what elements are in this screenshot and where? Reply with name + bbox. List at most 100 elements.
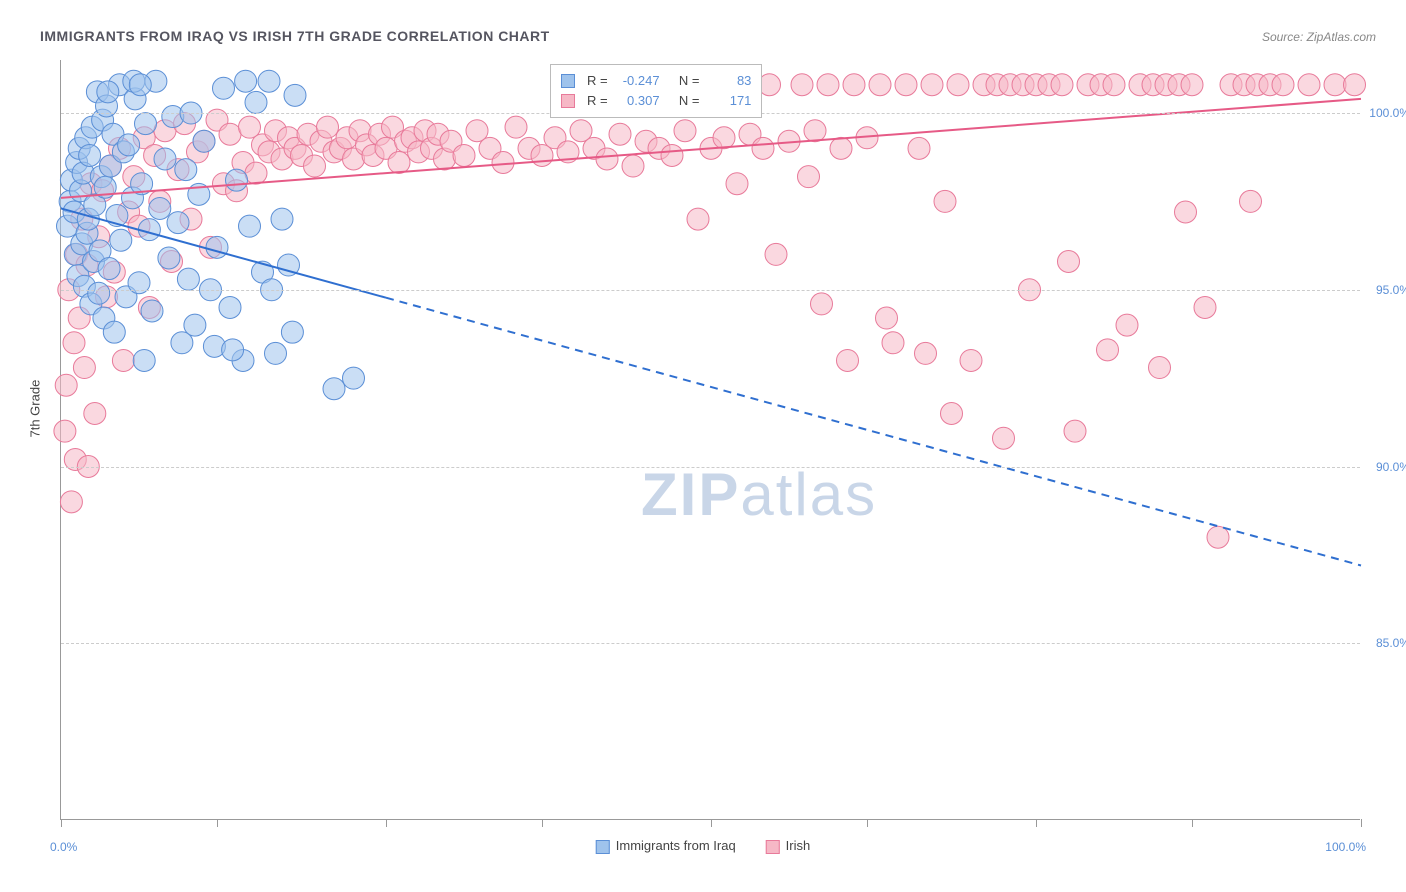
- scatter-point: [1240, 190, 1262, 212]
- x-tick: [1036, 819, 1037, 827]
- scatter-point: [622, 155, 644, 177]
- scatter-point: [88, 282, 110, 304]
- scatter-point: [239, 215, 261, 237]
- scatter-point: [258, 70, 280, 92]
- scatter-point: [149, 197, 171, 219]
- scatter-point: [791, 74, 813, 96]
- scatter-point: [235, 70, 257, 92]
- scatter-point: [304, 155, 326, 177]
- scatter-point: [226, 169, 248, 191]
- x-tick: [711, 819, 712, 827]
- scatter-point: [213, 77, 235, 99]
- scatter-point: [1344, 74, 1366, 96]
- y-tick-label: 85.0%: [1376, 636, 1406, 650]
- scatter-point: [133, 349, 155, 371]
- scatter-point: [1058, 250, 1080, 272]
- scatter-point: [492, 152, 514, 174]
- scatter-point: [869, 74, 891, 96]
- scatter-point: [817, 74, 839, 96]
- scatter-point: [79, 144, 101, 166]
- scatter-point: [752, 137, 774, 159]
- y-axis-title: 7th Grade: [28, 380, 43, 438]
- n-value: 83: [705, 71, 751, 91]
- legend-item: Irish: [766, 838, 811, 854]
- x-tick: [542, 819, 543, 827]
- scatter-point: [726, 173, 748, 195]
- scatter-point: [281, 321, 303, 343]
- r-value: 0.307: [614, 91, 660, 111]
- legend-item: Immigrants from Iraq: [596, 838, 736, 854]
- scatter-point: [713, 127, 735, 149]
- legend-label: Immigrants from Iraq: [616, 838, 736, 853]
- scatter-point: [1298, 74, 1320, 96]
- scatter-point: [765, 243, 787, 265]
- scatter-point: [661, 144, 683, 166]
- gridline: [61, 467, 1360, 468]
- scatter-point: [110, 229, 132, 251]
- source-label: Source: ZipAtlas.com: [1262, 30, 1376, 44]
- scatter-point: [915, 342, 937, 364]
- scatter-point: [1175, 201, 1197, 223]
- legend-stat-row: R =-0.247 N =83: [561, 71, 751, 91]
- scatter-point: [1097, 339, 1119, 361]
- r-label: R =: [587, 91, 608, 111]
- scatter-point: [135, 113, 157, 135]
- scatter-point: [1051, 74, 1073, 96]
- scatter-point: [55, 374, 77, 396]
- scatter-point: [271, 208, 293, 230]
- x-tick: [386, 819, 387, 827]
- scatter-point: [98, 258, 120, 280]
- trend-line-dashed: [386, 298, 1361, 566]
- scatter-point: [63, 332, 85, 354]
- scatter-point: [1181, 74, 1203, 96]
- scatter-point: [154, 148, 176, 170]
- scatter-point: [158, 247, 180, 269]
- scatter-point: [895, 74, 917, 96]
- scatter-point: [947, 74, 969, 96]
- scatter-point: [1116, 314, 1138, 336]
- gridline: [61, 290, 1360, 291]
- legend-stat-row: R =0.307 N =171: [561, 91, 751, 111]
- scatter-point: [687, 208, 709, 230]
- scatter-point: [1272, 74, 1294, 96]
- scatter-point: [343, 367, 365, 389]
- scatter-point: [934, 190, 956, 212]
- scatter-point: [830, 137, 852, 159]
- scatter-point: [1103, 74, 1125, 96]
- scatter-point: [167, 212, 189, 234]
- scatter-point: [222, 339, 244, 361]
- r-value: -0.247: [614, 71, 660, 91]
- scatter-point: [193, 130, 215, 152]
- scatter-point: [908, 137, 930, 159]
- y-tick-label: 95.0%: [1376, 283, 1406, 297]
- legend-swatch: [561, 94, 575, 108]
- x-tick: [1192, 819, 1193, 827]
- r-label: R =: [587, 71, 608, 91]
- scatter-point: [993, 427, 1015, 449]
- scatter-point: [323, 378, 345, 400]
- x-tick: [1361, 819, 1362, 827]
- scatter-point: [265, 342, 287, 364]
- x-axis-max-label: 100.0%: [1325, 840, 1366, 854]
- scatter-point: [184, 314, 206, 336]
- scatter-point: [960, 349, 982, 371]
- legend-swatch: [596, 840, 610, 854]
- x-tick: [867, 819, 868, 827]
- scatter-point: [837, 349, 859, 371]
- scatter-point: [609, 123, 631, 145]
- scatter-point: [843, 74, 865, 96]
- scatter-point: [284, 84, 306, 106]
- scatter-point: [219, 296, 241, 318]
- scatter-point: [811, 293, 833, 315]
- y-tick-label: 100.0%: [1369, 106, 1406, 120]
- scatter-point: [97, 81, 119, 103]
- scatter-point: [60, 491, 82, 513]
- plot-area: ZIPatlas 85.0%90.0%95.0%100.0%: [60, 60, 1360, 820]
- legend-swatch: [766, 840, 780, 854]
- scatter-point: [596, 148, 618, 170]
- x-tick: [61, 819, 62, 827]
- scatter-point: [54, 420, 76, 442]
- scatter-point: [921, 74, 943, 96]
- scatter-point: [129, 74, 151, 96]
- x-tick: [217, 819, 218, 827]
